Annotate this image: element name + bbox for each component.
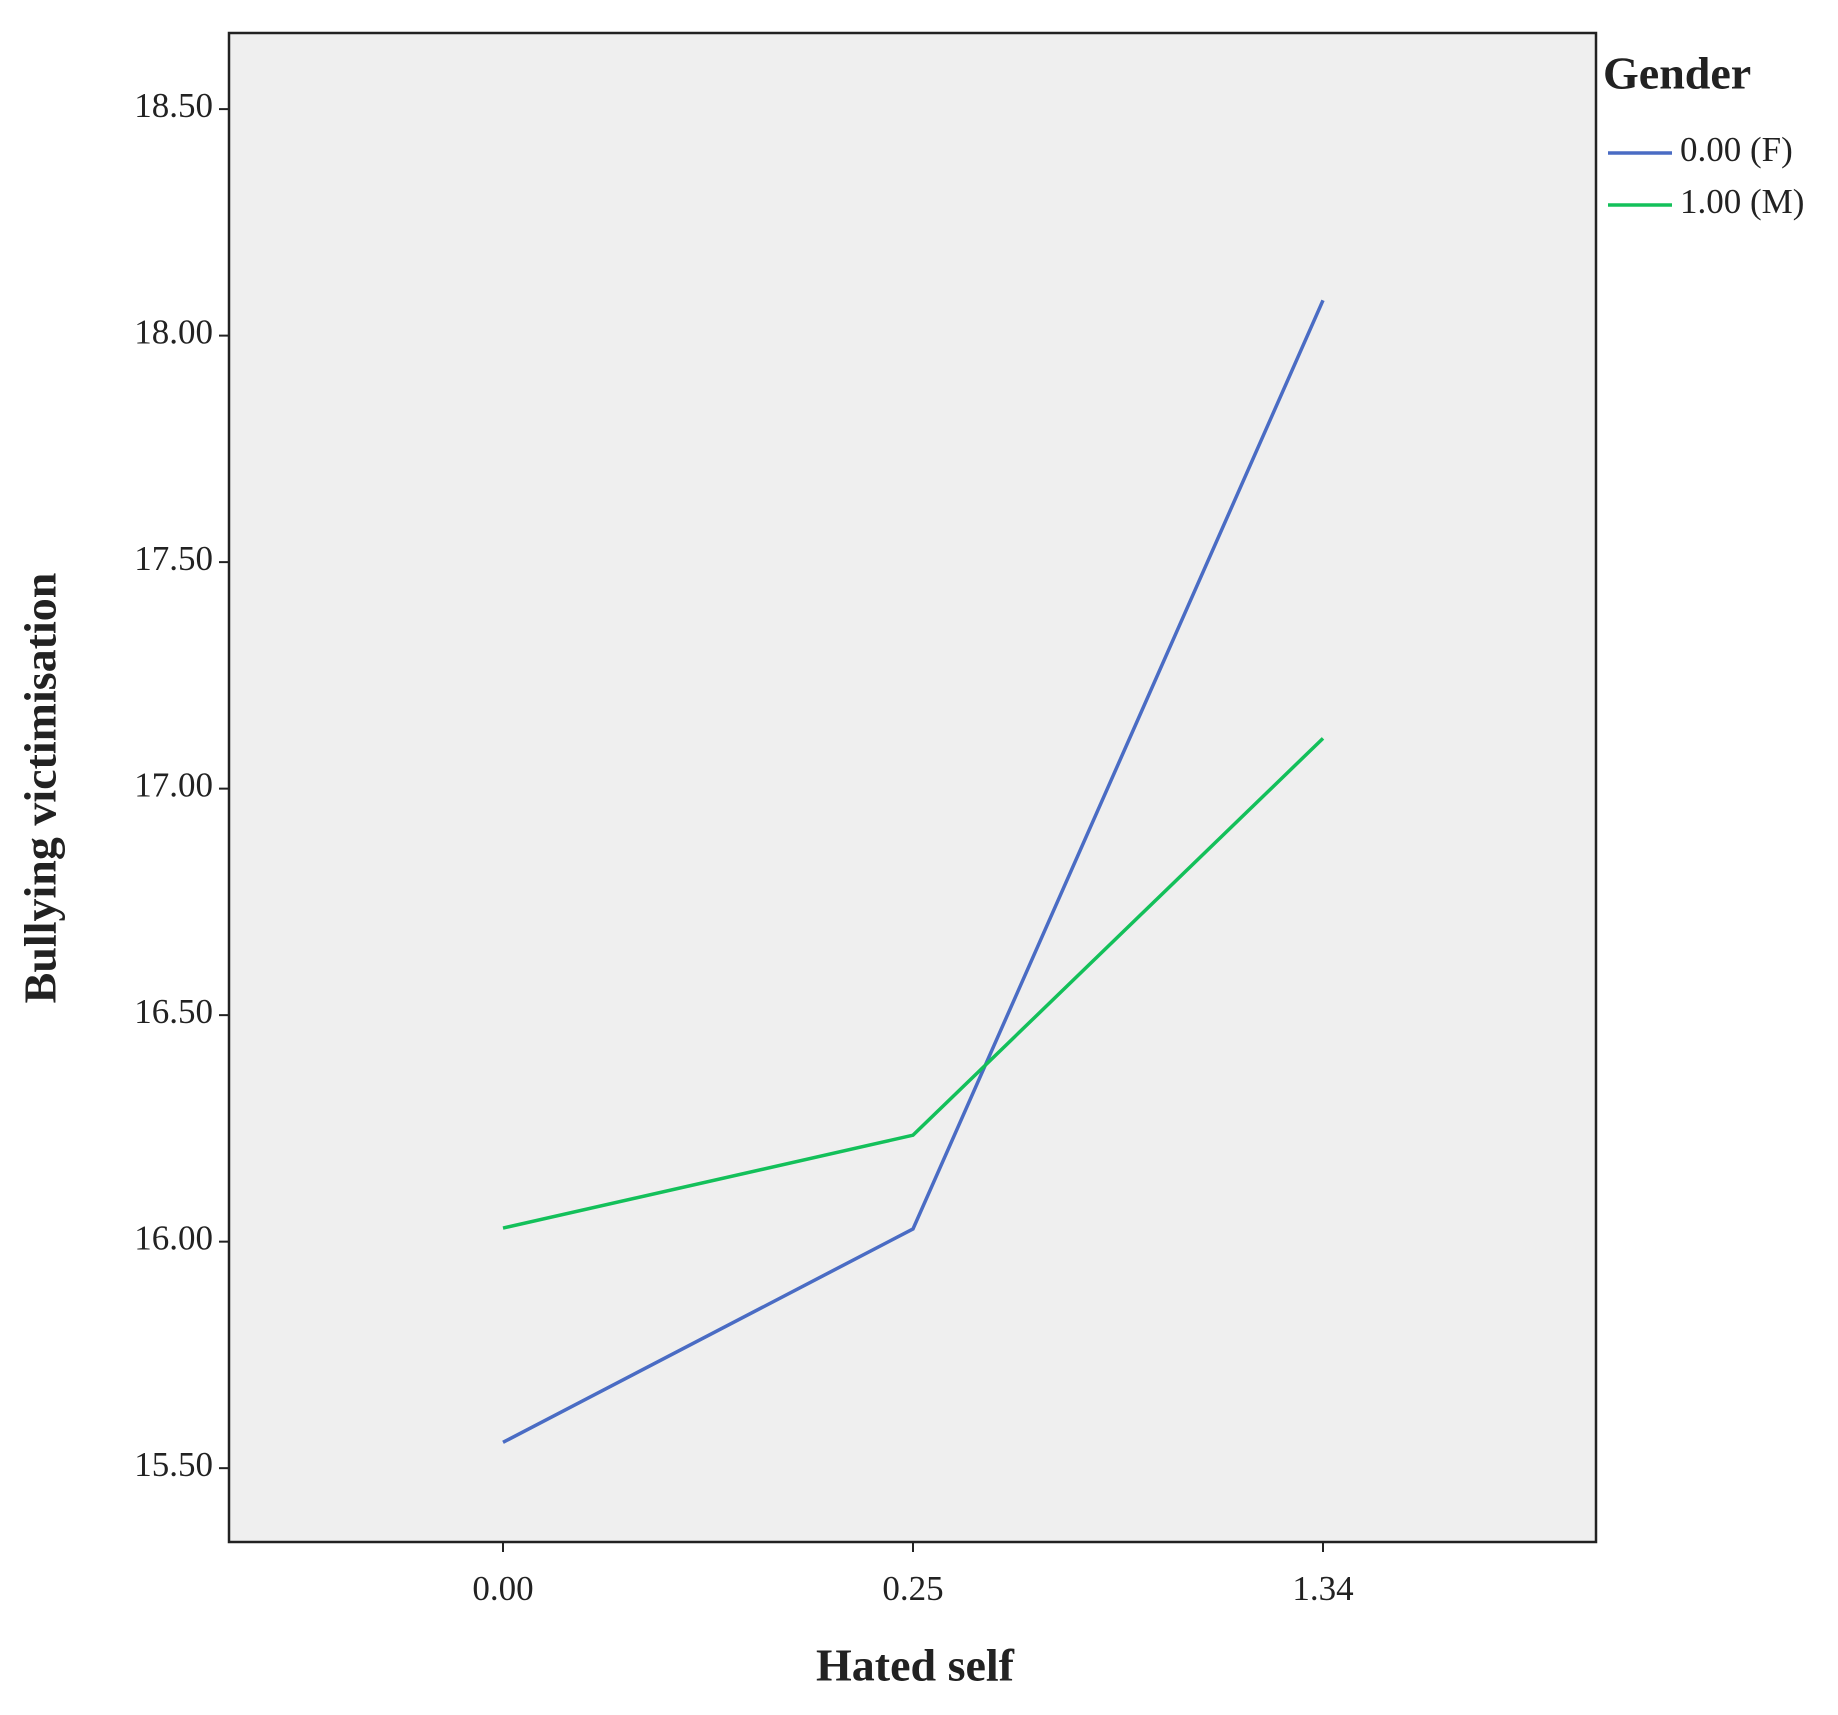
y-tick-label: 16.00 xyxy=(134,1219,213,1258)
y-tick-label: 18.50 xyxy=(134,86,213,125)
y-tick-label: 16.50 xyxy=(134,992,213,1031)
series-line xyxy=(502,737,1325,1230)
x-tick-label: 0.25 xyxy=(882,1569,943,1608)
y-tick-label: 18.00 xyxy=(134,313,213,352)
series-line xyxy=(502,299,1325,1444)
x-tick-label: 1.34 xyxy=(1292,1569,1353,1608)
y-axis-label: Bullying victimisation xyxy=(15,573,66,1004)
legend-label: 1.00 (M) xyxy=(1680,182,1804,221)
x-axis-label: Hated self xyxy=(816,1640,1015,1691)
y-tick-label: 15.50 xyxy=(134,1445,213,1484)
plot-area xyxy=(227,31,1598,1544)
y-tick-label: 17.00 xyxy=(134,766,213,805)
legend-title: Gender xyxy=(1603,48,1751,99)
y-tick-label: 17.50 xyxy=(134,539,213,578)
legend-label: 0.00 (F) xyxy=(1680,130,1793,169)
x-tick-label: 0.00 xyxy=(472,1569,533,1608)
